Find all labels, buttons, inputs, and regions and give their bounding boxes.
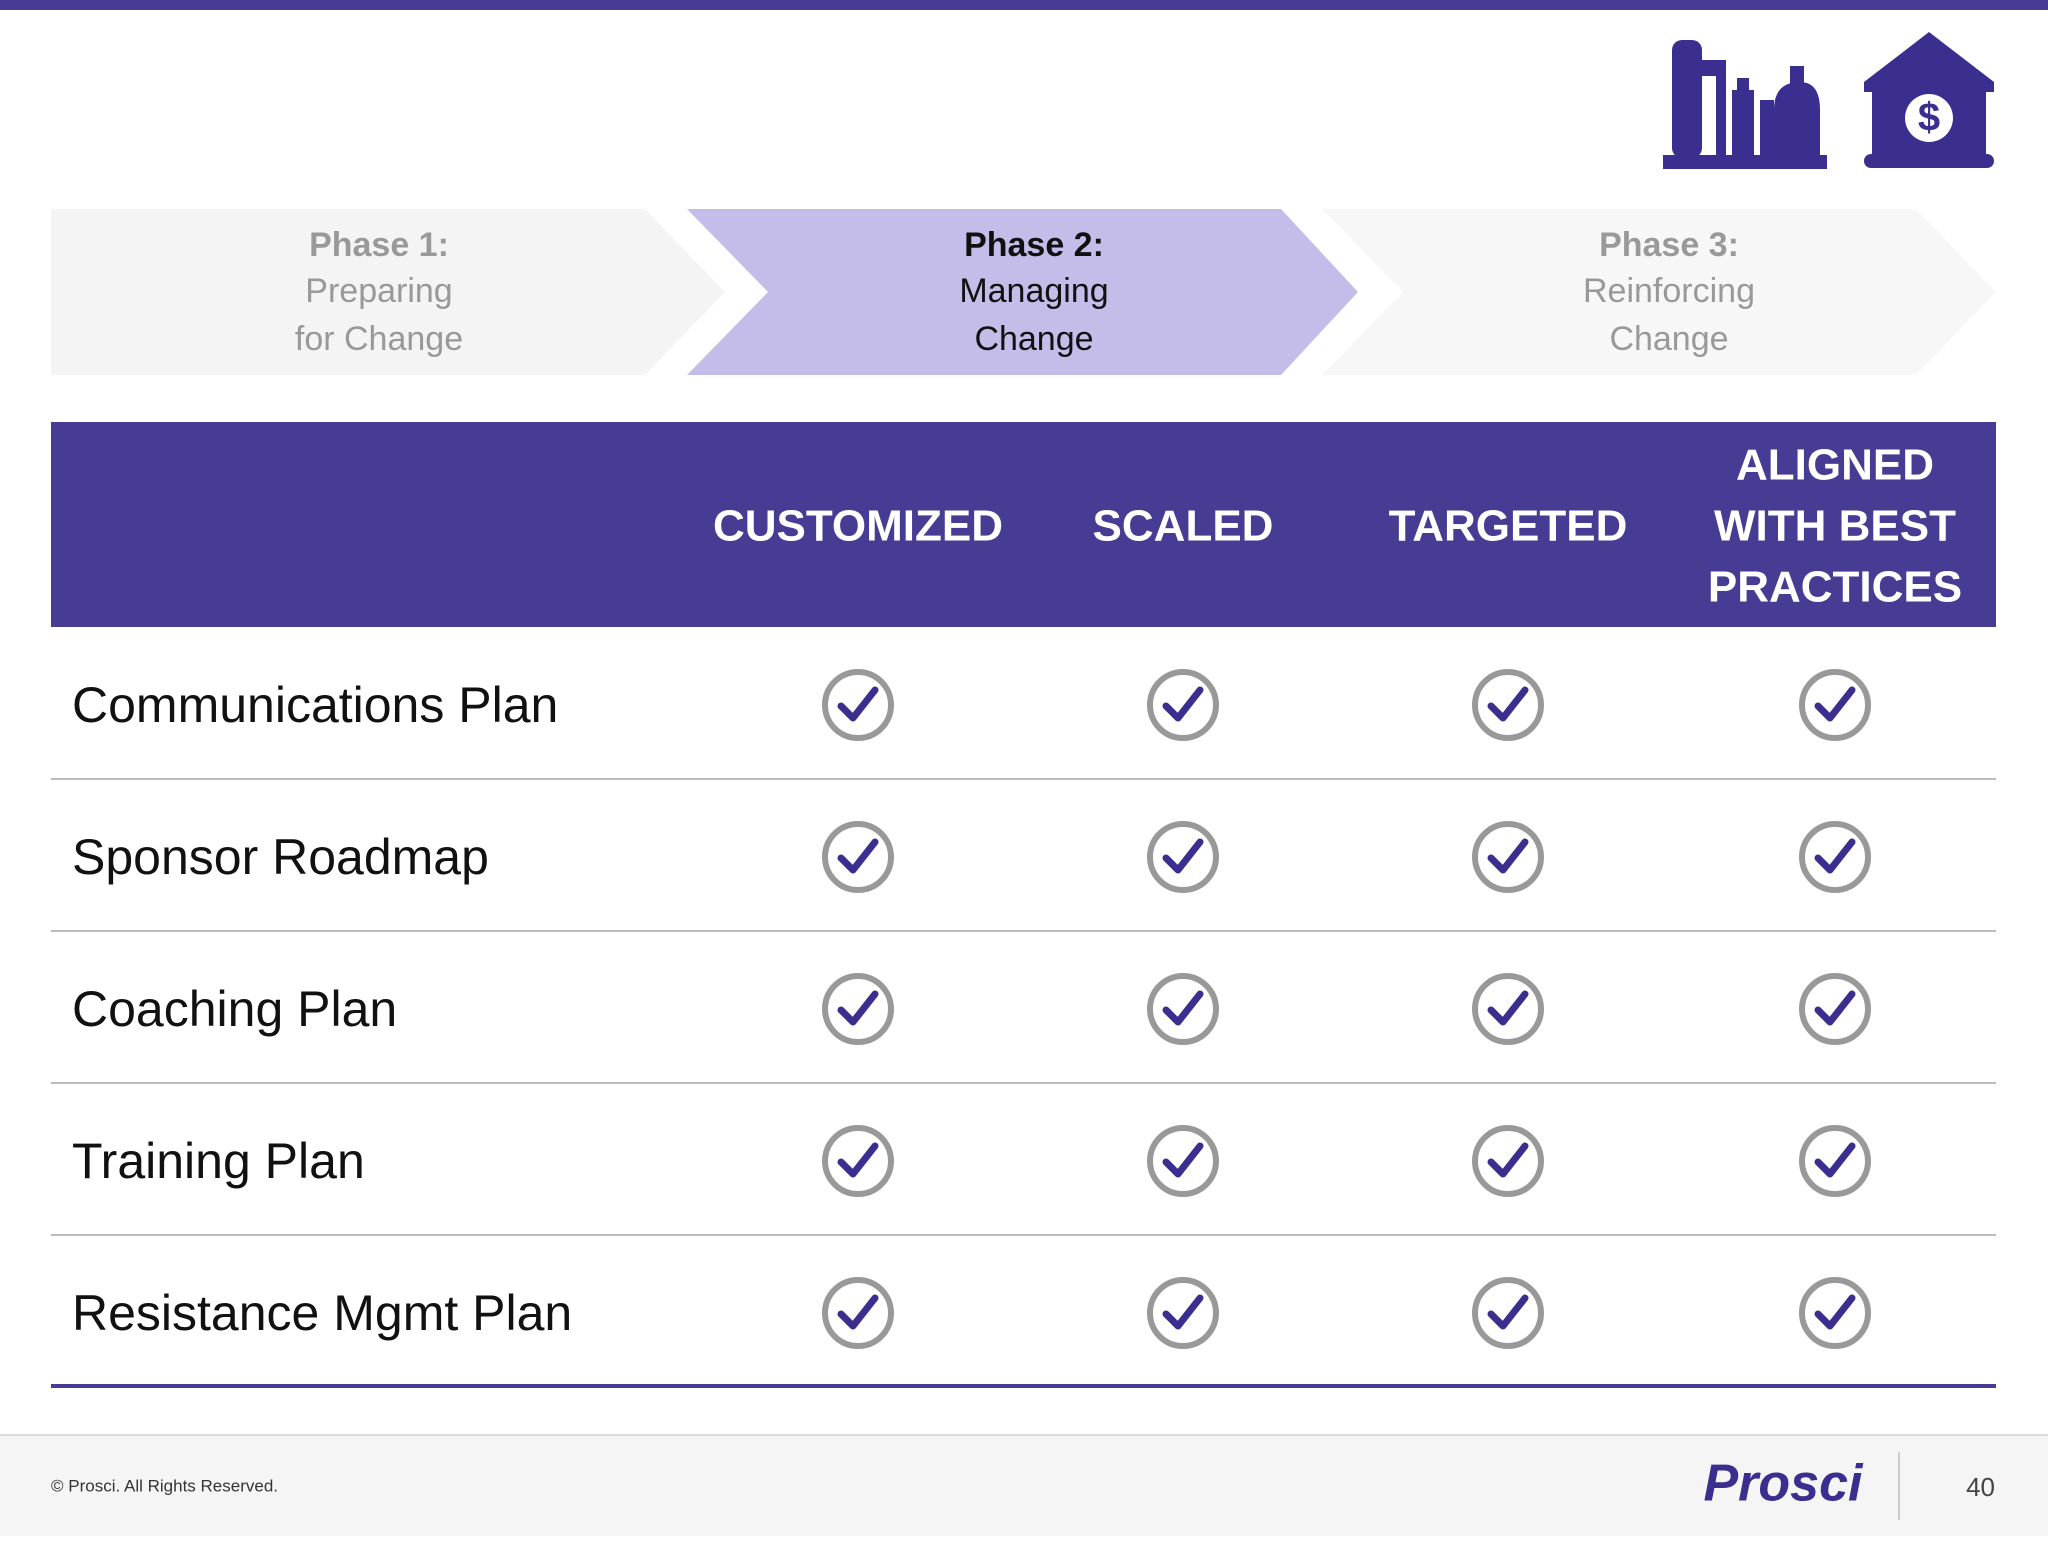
row-label: Communications Plan [72, 677, 558, 733]
check-circle [1147, 1277, 1219, 1349]
check-circle [1147, 669, 1219, 741]
check-circle [1147, 1125, 1219, 1197]
table-header [51, 422, 1996, 627]
row-label: Training Plan [72, 1133, 365, 1189]
phase-title: Phase 2: [964, 226, 1104, 264]
check-mark [1487, 990, 1529, 1026]
phase-chevron [1322, 209, 1996, 375]
check-circle [822, 973, 894, 1045]
footer-band [0, 1434, 2048, 1536]
check-circle [1472, 821, 1544, 893]
check-mark [1487, 1142, 1529, 1178]
check-mark [1162, 990, 1204, 1026]
check-mark [1162, 1142, 1204, 1178]
check-circle [1799, 1125, 1871, 1197]
column-header: PRACTICES [1708, 563, 1962, 612]
check-mark [1814, 1142, 1856, 1178]
check-mark [1487, 686, 1529, 722]
phase-title: Phase 3: [1599, 226, 1739, 264]
check-mark [837, 1142, 879, 1178]
row-label: Coaching Plan [72, 981, 397, 1037]
check-mark [1814, 1294, 1856, 1330]
check-circle [1799, 821, 1871, 893]
check-circle [822, 1125, 894, 1197]
check-circle [822, 821, 894, 893]
check-mark [837, 686, 879, 722]
top-bar [0, 0, 2048, 10]
check-mark [837, 990, 879, 1026]
logo: Prosci [1704, 1455, 1865, 1513]
check-circle [1472, 1277, 1544, 1349]
check-circle [1799, 973, 1871, 1045]
column-header: ALIGNED [1736, 441, 1934, 490]
check-mark [1487, 838, 1529, 874]
check-mark [1162, 686, 1204, 722]
page-number: 40 [1966, 1472, 1995, 1502]
column-header: CUSTOMIZED [713, 502, 1003, 551]
phase-title: Phase 1: [309, 226, 449, 264]
phase-line: Managing [959, 272, 1108, 310]
factory-icon [1663, 40, 1827, 169]
check-circle [822, 669, 894, 741]
phase-line: for Change [295, 320, 463, 358]
check-mark [1162, 1294, 1204, 1330]
check-circle [1472, 973, 1544, 1045]
check-circle [1799, 1277, 1871, 1349]
row-label: Resistance Mgmt Plan [72, 1285, 572, 1341]
bank-icon: $ [1864, 32, 1994, 168]
check-mark [837, 838, 879, 874]
check-circle [1472, 669, 1544, 741]
column-header: TARGETED [1389, 502, 1628, 551]
copyright: © Prosci. All Rights Reserved. [51, 1476, 278, 1495]
check-circle [822, 1277, 894, 1349]
phase-line: Change [974, 320, 1093, 358]
check-mark [1814, 686, 1856, 722]
row-label: Sponsor Roadmap [72, 829, 489, 885]
check-mark [1814, 990, 1856, 1026]
check-circle [1147, 821, 1219, 893]
column-header: SCALED [1093, 502, 1274, 551]
check-mark [1487, 1294, 1529, 1330]
check-circle [1799, 669, 1871, 741]
check-circle [1147, 973, 1219, 1045]
phase-chevron [687, 209, 1358, 375]
phase-line: Change [1609, 320, 1728, 358]
check-mark [837, 1294, 879, 1330]
phase-chevron [51, 209, 725, 375]
phase-line: Preparing [305, 272, 452, 310]
column-header: WITH BEST [1714, 502, 1956, 551]
check-mark [1162, 838, 1204, 874]
svg-text:$: $ [1918, 96, 1940, 140]
check-circle [1472, 1125, 1544, 1197]
phase-line: Reinforcing [1583, 272, 1755, 310]
check-mark [1814, 838, 1856, 874]
